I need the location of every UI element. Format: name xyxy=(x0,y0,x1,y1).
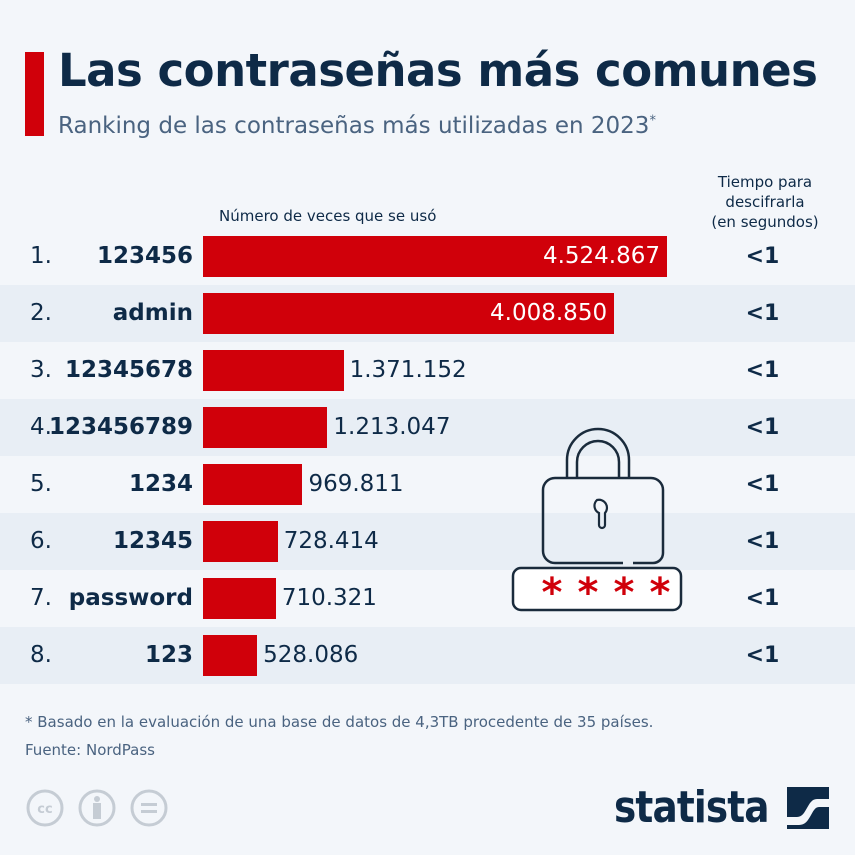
statista-logo[interactable]: statista xyxy=(614,782,770,833)
crack-time-label: <1 xyxy=(745,529,780,554)
rank-label: 1. xyxy=(30,243,52,269)
rank-label: 3. xyxy=(30,357,52,383)
value-label: 710.321 xyxy=(281,585,377,611)
chart-row: 7. password 710.321 <1 xyxy=(0,570,855,627)
crack-time-label: <1 xyxy=(745,301,780,326)
chart-row: 3. 12345678 1.371.152 <1 xyxy=(0,342,855,399)
footnote: * Basado en la evaluación de una base de… xyxy=(25,713,654,731)
value-label: 728.414 xyxy=(283,528,379,554)
svg-text:*: * xyxy=(650,570,671,615)
chart-row: 5. 1234 969.811 <1 xyxy=(0,456,855,513)
password-label: 12345 xyxy=(112,528,193,554)
bar xyxy=(203,464,303,505)
page-title: Las contraseñas más comunes xyxy=(58,44,818,97)
value-label: 969.811 xyxy=(308,471,404,497)
subtitle-footnote-mark: * xyxy=(649,113,656,129)
crack-time-label: <1 xyxy=(745,586,780,611)
svg-text:*: * xyxy=(542,570,563,615)
chart-row: 6. 12345 728.414 <1 xyxy=(0,513,855,570)
rank-label: 8. xyxy=(30,642,52,668)
password-label: password xyxy=(68,585,193,611)
time-header-line: Tiempo para xyxy=(717,173,813,191)
value-label: 528.086 xyxy=(263,642,359,668)
bar xyxy=(203,578,276,619)
rank-label: 2. xyxy=(30,300,52,326)
value-column-header: Número de veces que se usó xyxy=(219,207,437,225)
crack-time-label: <1 xyxy=(745,415,780,440)
source-link[interactable]: Fuente: NordPass xyxy=(25,741,155,759)
no-derivatives-icon[interactable] xyxy=(129,788,169,828)
password-label: 1234 xyxy=(128,471,193,497)
value-label: 1.371.152 xyxy=(349,357,467,383)
rank-label: 5. xyxy=(30,471,52,497)
password-label: 12345678 xyxy=(64,357,193,383)
page-subtitle: Ranking de las contraseñas más utilizada… xyxy=(58,113,656,139)
crack-time-label: <1 xyxy=(745,472,780,497)
crack-time-label: <1 xyxy=(745,643,780,668)
chart-row: 2. admin 4.008.850 <1 xyxy=(0,285,855,342)
crack-time-label: <1 xyxy=(745,358,780,383)
value-label: 4.524.867 xyxy=(542,243,660,269)
bar xyxy=(203,521,278,562)
bar xyxy=(203,236,667,277)
password-label: 123456789 xyxy=(48,414,193,440)
time-header-line: descifrarla xyxy=(725,193,805,211)
rank-label: 4. xyxy=(30,414,52,440)
padlock-icon: * * * * xyxy=(511,427,683,615)
bar xyxy=(203,407,328,448)
time-header-line: (en segundos) xyxy=(711,213,819,231)
chart-row: 4. 123456789 1.213.047 <1 xyxy=(0,399,855,456)
password-label: admin xyxy=(112,300,193,326)
svg-text:*: * xyxy=(578,570,599,615)
password-label: 123 xyxy=(144,642,193,668)
value-label: 4.008.850 xyxy=(490,300,608,326)
bar xyxy=(203,293,615,334)
time-column-header: Tiempo para descifrarla (en segundos) xyxy=(695,172,835,232)
value-label: 1.213.047 xyxy=(333,414,451,440)
chart-row: 8. 123 528.086 <1 xyxy=(0,627,855,684)
rank-label: 7. xyxy=(30,585,52,611)
bar xyxy=(203,635,258,676)
password-label: 123456 xyxy=(96,243,193,269)
svg-text:cc: cc xyxy=(37,802,52,817)
title-accent-bar xyxy=(25,52,44,136)
statista-logo-mark-icon xyxy=(787,787,829,829)
cc-icon[interactable]: cc xyxy=(25,788,65,828)
attribution-icon[interactable] xyxy=(77,788,117,828)
crack-time-label: <1 xyxy=(745,244,780,269)
subtitle-text: Ranking de las contraseñas más utilizada… xyxy=(58,113,650,139)
svg-text:*: * xyxy=(614,570,635,615)
bar xyxy=(203,350,344,391)
chart-row: 1. 123456 4.524.867 <1 xyxy=(0,228,855,285)
rank-label: 6. xyxy=(30,528,52,554)
